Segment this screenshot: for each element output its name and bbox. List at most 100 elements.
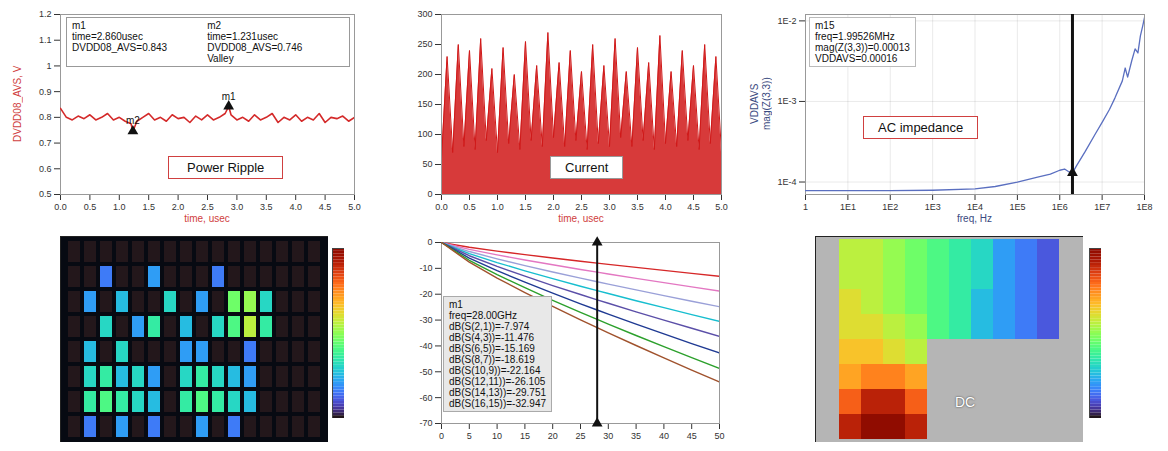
html-text:dB(S(6,5))=-15.169: dB(S(6,5))=-15.169 [449, 343, 535, 354]
svg-text:4.5: 4.5 [687, 202, 700, 212]
svg-text:25: 25 [575, 431, 585, 441]
svg-text:20: 20 [548, 431, 558, 441]
svg-text:150: 150 [417, 99, 432, 109]
svg-text:4.5: 4.5 [319, 202, 332, 212]
html-text:dB(S(8,7))=-18.619: dB(S(8,7))=-18.619 [449, 354, 535, 365]
svg-text:m1: m1 [222, 91, 236, 102]
svg-text:0.6: 0.6 [39, 164, 52, 174]
html-text:DVDD08_AVS=0.843: DVDD08_AVS=0.843 [72, 42, 168, 53]
svg-text:3.0: 3.0 [603, 202, 616, 212]
svg-text:3.5: 3.5 [631, 202, 644, 212]
html-text:mag(Z(3,3)): mag(Z(3,3)) [761, 77, 772, 131]
svg-text:1E2: 1E2 [882, 202, 898, 212]
svg-text:1E5: 1E5 [1009, 202, 1025, 212]
svg-text:1.5: 1.5 [519, 202, 532, 212]
svg-text:1E1: 1E1 [840, 202, 856, 212]
svg-text:0.0: 0.0 [435, 202, 448, 212]
html-text:m2: m2 [207, 20, 222, 31]
svg-text:1E-2: 1E-2 [777, 16, 796, 26]
svg-text:5: 5 [467, 431, 472, 441]
svg-text:-30: -30 [419, 315, 432, 325]
svg-text:250: 250 [417, 39, 432, 49]
svg-text:0.9: 0.9 [39, 87, 52, 97]
svg-text:1.5: 1.5 [142, 202, 155, 212]
html-text:time=2.860usec: time=2.860usec [72, 31, 143, 42]
svg-text:1.0: 1.0 [491, 202, 504, 212]
svg-text:-50: -50 [419, 367, 432, 377]
svg-text:1E3: 1E3 [925, 202, 941, 212]
svg-text:0.7: 0.7 [39, 138, 52, 148]
html-text:DVDD08_AVS=0.746: DVDD08_AVS=0.746 [207, 42, 303, 53]
svg-text:0.0: 0.0 [54, 202, 67, 212]
svg-text:3.0: 3.0 [231, 202, 244, 212]
svg-text:1.2: 1.2 [39, 9, 52, 19]
html-text:time, usec: time, usec [184, 213, 230, 224]
svg-text:-10: -10 [419, 263, 432, 273]
html-text:dB(S(2,1))=-7.974: dB(S(2,1))=-7.974 [449, 321, 530, 332]
html-text:Current: Current [565, 160, 609, 175]
svg-text:1: 1 [46, 61, 51, 71]
svg-text:1E6: 1E6 [1052, 202, 1068, 212]
svg-text:3.5: 3.5 [260, 202, 273, 212]
svg-text:35: 35 [631, 431, 641, 441]
svg-text:1: 1 [803, 202, 808, 212]
svg-text:15: 15 [520, 431, 530, 441]
svg-text:0: 0 [427, 189, 432, 199]
html-text:m1: m1 [449, 299, 463, 310]
svg-text:300: 300 [417, 9, 432, 19]
html-text:dB(S(12,11))=-26.105: dB(S(12,11))=-26.105 [449, 376, 546, 387]
html-text:dB(S(10,9))=-22.164: dB(S(10,9))=-22.164 [449, 365, 541, 376]
svg-text:0.8: 0.8 [39, 112, 52, 122]
html-text:mag(Z(3,3))=0.00013: mag(Z(3,3))=0.00013 [815, 42, 910, 53]
svg-text:2.5: 2.5 [575, 202, 588, 212]
svg-text:5.0: 5.0 [348, 202, 361, 212]
svg-text:m2: m2 [126, 115, 140, 126]
svg-text:1E-4: 1E-4 [777, 177, 796, 187]
svg-text:50: 50 [714, 431, 724, 441]
svg-text:0.5: 0.5 [463, 202, 476, 212]
svg-text:1E8: 1E8 [1136, 202, 1152, 212]
svg-text:40: 40 [659, 431, 669, 441]
svg-text:-60: -60 [419, 393, 432, 403]
svg-text:1.1: 1.1 [39, 35, 52, 45]
svg-text:0.5: 0.5 [84, 202, 97, 212]
svg-text:-70: -70 [419, 418, 432, 428]
html-text:AC impedance: AC impedance [878, 120, 964, 135]
html-text:Power Ripple: Power Ripple [187, 160, 265, 175]
svg-text:1E7: 1E7 [1094, 202, 1110, 212]
html-text:m15: m15 [815, 20, 835, 31]
svg-text:2.0: 2.0 [547, 202, 560, 212]
svg-text:4.0: 4.0 [659, 202, 672, 212]
html-text:freq, Hz: freq, Hz [957, 213, 992, 224]
svg-text:4.0: 4.0 [289, 202, 302, 212]
html-text:DC: DC [955, 394, 976, 410]
svg-text:2.5: 2.5 [201, 202, 214, 212]
svg-text:1E-3: 1E-3 [777, 96, 796, 106]
html-text:VDDAVS: VDDAVS [749, 83, 760, 125]
svg-text:2.0: 2.0 [172, 202, 185, 212]
svg-text:5.0: 5.0 [715, 202, 728, 212]
svg-text:-20: -20 [419, 289, 432, 299]
html-text:time, usec: time, usec [558, 213, 604, 224]
html-text:VDDAVS=0.00016: VDDAVS=0.00016 [815, 53, 898, 64]
svg-text:0: 0 [427, 237, 432, 247]
svg-text:100: 100 [417, 129, 432, 139]
html-text:DVDD08_AVS, V: DVDD08_AVS, V [12, 65, 23, 143]
html-text:freq=1.99526MHz: freq=1.99526MHz [815, 31, 895, 42]
html-text:time=1.231usec: time=1.231usec [207, 31, 278, 42]
svg-text:-40: -40 [419, 341, 432, 351]
svg-text:50: 50 [422, 159, 432, 169]
html-text:dB(S(14,13))=-29.751: dB(S(14,13))=-29.751 [449, 387, 546, 398]
svg-text:10: 10 [492, 431, 502, 441]
html-text:m1: m1 [72, 20, 86, 31]
svg-text:1.0: 1.0 [113, 202, 126, 212]
svg-text:30: 30 [603, 431, 613, 441]
html-text:dB(S(4,3))=-11.476: dB(S(4,3))=-11.476 [449, 332, 535, 343]
html-text:freq=28.00GHz: freq=28.00GHz [449, 310, 518, 321]
svg-text:0.5: 0.5 [39, 189, 52, 199]
html-text:Valley: Valley [207, 53, 234, 64]
svg-text:200: 200 [417, 69, 432, 79]
svg-text:1E4: 1E4 [967, 202, 983, 212]
svg-text:0: 0 [439, 431, 444, 441]
svg-text:45: 45 [687, 431, 697, 441]
